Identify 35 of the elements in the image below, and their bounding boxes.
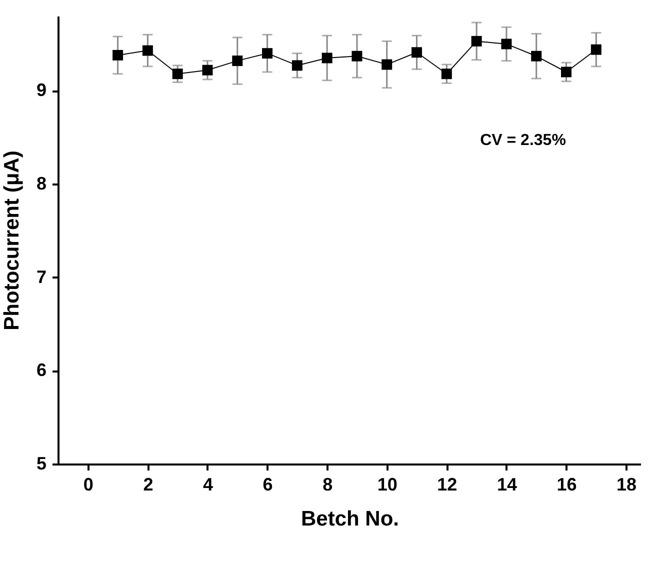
x-tick-label: 18	[616, 474, 637, 494]
x-axis-title: Betch No.	[300, 508, 400, 530]
point	[322, 52, 332, 64]
y-tick-label: 8	[36, 174, 46, 194]
point	[531, 50, 542, 62]
y-tick-label: 9	[36, 80, 46, 100]
x-tick-label: 14	[496, 474, 517, 494]
point	[262, 48, 273, 59]
x-tick-label: 16	[556, 474, 577, 494]
y-tick-label: 7	[36, 266, 46, 287]
y-axis-title: Photocurrent (μA)	[0, 150, 24, 330]
x-tick-label: 6	[262, 474, 273, 494]
point	[382, 59, 392, 70]
point	[441, 68, 452, 80]
point	[202, 64, 213, 76]
point	[172, 68, 183, 80]
x-tick-label: 4	[202, 474, 213, 494]
point	[352, 50, 362, 62]
y-tick-label: 6	[36, 360, 46, 380]
x-tick-label: 10	[377, 474, 398, 494]
point	[412, 47, 422, 58]
point	[142, 45, 153, 56]
x-tick-label: 2	[143, 474, 154, 494]
x-tick-label: 0	[83, 474, 94, 494]
point	[471, 36, 482, 46]
x-tick-label: 12	[437, 474, 458, 494]
point	[501, 38, 512, 50]
point	[292, 60, 302, 71]
annotation: CV = 2.35%	[480, 132, 566, 149]
x-tick-label: 8	[322, 474, 333, 494]
point	[112, 50, 124, 60]
point	[561, 66, 572, 78]
point	[590, 44, 602, 55]
y-tick-label: 5	[36, 454, 46, 474]
point	[232, 56, 243, 66]
